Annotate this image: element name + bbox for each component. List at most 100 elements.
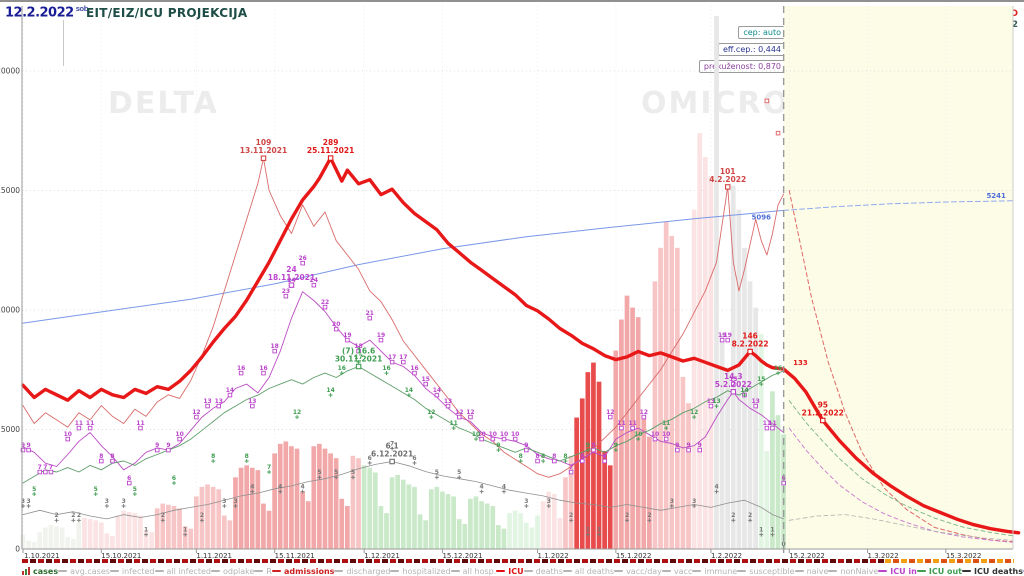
svg-text:(7) 16.630.11.2021: (7) 16.6 30.11.2021	[335, 346, 382, 363]
svg-text:20: 20	[332, 321, 340, 328]
svg-text:13: 13	[444, 398, 452, 405]
svg-text:3: 3	[105, 498, 109, 505]
svg-text:11: 11	[136, 420, 144, 427]
cases-bars-icon	[22, 567, 30, 575]
svg-text:9: 9	[21, 442, 25, 449]
value-label: 133	[793, 359, 808, 367]
legend-item-infected[interactable]: infected	[109, 567, 155, 576]
svg-text:2: 2	[625, 512, 629, 519]
svg-text:5: 5	[457, 469, 461, 476]
svg-text:23: 23	[282, 288, 290, 295]
annotation-24: 24 18.11.2021	[268, 265, 315, 288]
svg-text:14: 14	[405, 387, 413, 394]
legend-item-deaths[interactable]: deaths	[523, 567, 563, 576]
svg-text:16: 16	[338, 365, 346, 372]
svg-text:12: 12	[640, 409, 648, 416]
svg-text:18: 18	[271, 343, 279, 350]
x-tick-label: 15.10.2021	[101, 552, 141, 560]
svg-text:2: 2	[748, 512, 752, 519]
svg-text:14: 14	[326, 387, 334, 394]
svg-text:11: 11	[617, 420, 625, 427]
svg-text:15: 15	[757, 376, 765, 383]
x-tick-label: 15.1.2022	[616, 552, 652, 560]
series-admissions-forecast	[788, 190, 1014, 543]
prekuzenost-box[interactable]: prekuženost: 0,870	[698, 60, 786, 73]
legend-item-icu-in[interactable]: ICU in	[878, 567, 917, 576]
svg-text:10: 10	[175, 431, 183, 438]
legend-line-sample	[334, 570, 344, 572]
legend-item-nonnaive[interactable]: nonNaive	[828, 567, 878, 576]
svg-text:2: 2	[731, 512, 735, 519]
series-admissions	[22, 157, 785, 478]
legend-item-all-hosp-[interactable]: all hosp.	[450, 567, 496, 576]
series-icu-out	[22, 366, 785, 484]
svg-text:9: 9	[686, 442, 690, 449]
svg-text:2: 2	[77, 512, 81, 519]
series-icu	[21, 156, 1021, 535]
svg-text:1: 1	[586, 526, 590, 533]
legend-item-naive[interactable]: naive	[794, 567, 828, 576]
legend-item-cases[interactable]: cases	[22, 567, 58, 576]
svg-text:8: 8	[519, 453, 523, 460]
legend-item-all-infected[interactable]: all infected	[154, 566, 211, 576]
legend-item-vacc-day[interactable]: vacc/day	[614, 567, 662, 576]
svg-text:3: 3	[524, 498, 528, 505]
svg-text:17: 17	[354, 354, 362, 361]
y-tick-label: 20000	[0, 67, 20, 76]
legend-item-odplake[interactable]: odplake	[210, 567, 254, 576]
legend-item-avg-cases[interactable]: avg.cases	[58, 567, 110, 576]
legend-item-vacc[interactable]: vacc	[661, 567, 692, 576]
svg-text:1: 1	[144, 526, 148, 533]
legend-item-icu-deaths[interactable]: ICU deaths	[962, 567, 1023, 576]
svg-text:5: 5	[94, 486, 98, 493]
series-all-icu	[22, 209, 785, 324]
svg-text:26: 26	[298, 255, 306, 262]
x-tick-label: 1.10.2021	[24, 552, 60, 560]
legend-item-label: hospitalized	[402, 566, 451, 576]
annotation-95: 95 21.2.2022	[802, 400, 844, 424]
svg-text:3: 3	[233, 498, 237, 505]
legend-item-icu-out[interactable]: ICU out	[916, 567, 962, 576]
svg-text:13: 13	[707, 398, 715, 405]
legend-item-label: ICU in	[890, 566, 917, 576]
svg-text:2: 2	[71, 512, 75, 519]
legend-line-sample	[794, 570, 804, 572]
svg-text:16: 16	[237, 365, 245, 372]
legend-line-sample	[614, 570, 624, 572]
svg-text:12: 12	[690, 409, 698, 416]
legend-item-icu[interactable]: ICU	[496, 567, 524, 576]
x-tick-label: 1.1.2022	[538, 552, 569, 560]
legend-item-all-icu[interactable]: all ICU	[1022, 567, 1024, 576]
annotation-6.1: 6.1 6.12.2021	[371, 442, 413, 465]
legend-item-r[interactable]: R	[254, 567, 272, 576]
svg-text:19: 19	[724, 332, 732, 339]
legend-item-hospitalized[interactable]: hospitalized	[390, 566, 451, 576]
y-tick-label: 5000	[1, 425, 20, 434]
legend-line-sample	[450, 570, 460, 572]
legend-item-label: avg.cases	[70, 566, 110, 576]
legend-line-sample	[916, 570, 926, 572]
svg-text:10: 10	[651, 431, 659, 438]
legend-item-immune[interactable]: immune	[692, 567, 737, 576]
svg-text:6.16.12.2021: 6.1 6.12.2021	[371, 442, 413, 459]
cep-mode-box[interactable]: cep: auto	[738, 26, 786, 39]
svg-text:8: 8	[110, 453, 114, 460]
legend-item-all-deaths[interactable]: all deaths	[562, 567, 614, 576]
legend-item-label: all infected	[166, 566, 211, 576]
svg-text:12: 12	[455, 409, 463, 416]
header-divider	[63, 20, 64, 66]
legend-item-discharged[interactable]: discharged	[334, 567, 390, 576]
legend-line-sample	[109, 570, 119, 572]
legend-item-susceptible[interactable]: susceptible	[737, 567, 795, 576]
svg-text:8: 8	[563, 453, 567, 460]
report-weekday: sob	[75, 5, 89, 13]
legend-item-label: discharged	[346, 566, 391, 576]
legend-item-label: cases	[33, 566, 59, 576]
annotation-109: 109 13.11.2021	[240, 138, 287, 161]
legend-item-admissions[interactable]: admissions	[271, 567, 334, 576]
legend-item-label: immune	[704, 566, 738, 576]
svg-text:5: 5	[435, 469, 439, 476]
